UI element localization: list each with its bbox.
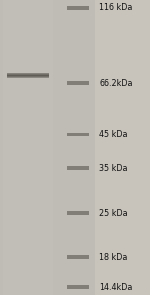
Bar xyxy=(67,6,89,10)
Bar xyxy=(67,255,89,259)
Bar xyxy=(67,166,89,170)
Bar xyxy=(0,0,95,295)
Text: 116 kDa: 116 kDa xyxy=(99,4,132,12)
Text: 35 kDa: 35 kDa xyxy=(99,164,128,173)
Text: 45 kDa: 45 kDa xyxy=(99,130,128,139)
Text: 66.2kDa: 66.2kDa xyxy=(99,78,132,88)
Bar xyxy=(67,81,89,85)
Bar xyxy=(3,0,53,295)
Bar xyxy=(67,285,89,289)
Text: 25 kDa: 25 kDa xyxy=(99,209,128,218)
Text: 18 kDa: 18 kDa xyxy=(99,253,127,262)
Bar xyxy=(67,212,89,215)
Text: 14.4kDa: 14.4kDa xyxy=(99,283,132,291)
Bar xyxy=(67,133,89,136)
